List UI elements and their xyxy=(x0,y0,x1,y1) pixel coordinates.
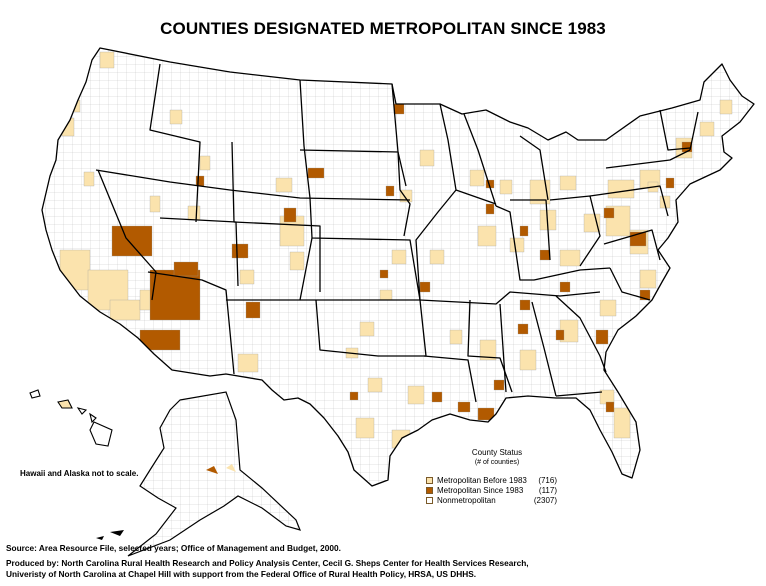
metro-before-county xyxy=(379,289,393,301)
metro-before-county xyxy=(479,339,497,361)
metro-since-county xyxy=(519,225,529,237)
metro-before-county xyxy=(367,377,383,393)
metro-since-regions xyxy=(111,103,693,421)
metro-since-county xyxy=(539,249,551,261)
scale-note: Hawaii and Alaska not to scale. xyxy=(20,469,139,478)
metro-before-county xyxy=(719,99,733,115)
metro-since-county xyxy=(493,379,505,391)
metro-before-county xyxy=(613,407,631,439)
metro-since-county xyxy=(477,407,495,421)
metro-before-county xyxy=(275,177,293,193)
metro-since-county xyxy=(605,401,615,413)
metro-before-county xyxy=(449,329,463,345)
metro-before-county xyxy=(407,385,425,405)
metro-before-county xyxy=(99,51,115,69)
metro-since-county xyxy=(517,323,529,335)
metro-before-county xyxy=(59,249,91,291)
metro-since-county xyxy=(555,329,565,341)
metro-before-county xyxy=(583,213,601,233)
map-title: COUNTIES DESIGNATED METROPOLITAN SINCE 1… xyxy=(160,19,606,38)
metro-before-county xyxy=(559,249,581,267)
metro-since-county xyxy=(111,225,153,257)
metro-before-county xyxy=(477,225,497,247)
metro-since-county xyxy=(231,243,249,259)
metro-before-county xyxy=(239,269,255,285)
metro-before-county xyxy=(499,179,513,195)
metro-before-county xyxy=(429,249,445,265)
metro-since-county xyxy=(559,281,571,293)
metro-since-county xyxy=(149,269,201,321)
metro-since-county xyxy=(307,167,325,179)
legend-item-nonmetro: Nonmetropolitan (2307) xyxy=(426,496,576,505)
legend-label: Metropolitan Before 1983 xyxy=(437,476,527,485)
legend-item-metro-before: Metropolitan Before 1983 (716) xyxy=(426,476,576,485)
metro-before-county xyxy=(169,109,183,125)
legend-label: Metropolitan Since 1983 xyxy=(437,486,524,495)
metro-before-county xyxy=(607,179,635,199)
legend-label: Nonmetropolitan xyxy=(437,496,496,505)
metro-since-county xyxy=(419,281,431,293)
source-note: Source: Area Resource File, selected yea… xyxy=(6,543,341,553)
metro-before-county xyxy=(289,251,305,271)
legend-item-metro-since: Metropolitan Since 1983 (117) xyxy=(426,486,576,495)
metro-before-county xyxy=(83,171,95,187)
metro-since-county xyxy=(195,175,205,187)
legend-swatch xyxy=(426,477,433,484)
metro-since-county xyxy=(385,185,395,197)
county-grid xyxy=(42,48,754,486)
legend-subheading: (# of counties) xyxy=(474,459,520,466)
metro-since-county xyxy=(431,391,443,403)
legend-count: (2307) xyxy=(533,496,557,505)
metro-since-county xyxy=(173,261,199,277)
producer-line-2: Univeristy of North Carolina at Chapel H… xyxy=(6,569,477,579)
metro-before-county xyxy=(419,149,435,167)
metro-since-county xyxy=(665,177,675,189)
metro-since-county xyxy=(283,207,297,223)
metro-before-county xyxy=(61,117,75,137)
metro-since-county xyxy=(139,329,181,351)
metro-before-county xyxy=(659,195,671,209)
metro-before-county xyxy=(469,169,485,187)
metro-since-county xyxy=(379,269,389,279)
alaska xyxy=(96,391,302,557)
metro-since-county xyxy=(457,401,471,413)
metro-before-county xyxy=(399,189,413,203)
metro-before-county xyxy=(237,353,259,373)
metro-before-county xyxy=(355,417,375,439)
metro-before-county xyxy=(187,205,201,221)
hawaii xyxy=(29,389,113,447)
metro-before-county xyxy=(519,349,537,371)
metro-before-county xyxy=(559,175,577,191)
legend: County Status (# of counties) Metropolit… xyxy=(426,448,576,505)
state-borders xyxy=(41,47,755,487)
metro-before-county xyxy=(109,299,141,321)
metro-since-county xyxy=(603,207,615,219)
metro-before-county xyxy=(639,269,657,289)
legend-heading: County Status xyxy=(471,448,523,457)
metro-before-county xyxy=(391,249,407,265)
metro-since-county xyxy=(485,203,495,215)
metro-since-county xyxy=(245,301,261,319)
metro-since-county xyxy=(519,299,531,311)
metro-before-county xyxy=(149,195,161,213)
metro-before-regions xyxy=(59,51,733,449)
metro-since-county xyxy=(595,329,609,345)
metro-since-county xyxy=(639,289,651,301)
metro-before-county xyxy=(509,237,525,253)
legend-count: (117) xyxy=(538,486,557,495)
legend-count: (716) xyxy=(538,476,557,485)
metro-before-county xyxy=(599,299,617,317)
producer-line-1: Produced by: North Carolina Rural Health… xyxy=(6,558,529,568)
metro-before-county xyxy=(699,121,715,137)
metro-before-county xyxy=(529,179,551,205)
metro-before-county xyxy=(199,155,211,171)
legend-swatch xyxy=(426,487,433,494)
metro-since-county xyxy=(349,391,359,401)
legend-swatch xyxy=(426,497,433,504)
metro-since-county xyxy=(393,103,405,115)
metro-before-county xyxy=(359,321,375,337)
